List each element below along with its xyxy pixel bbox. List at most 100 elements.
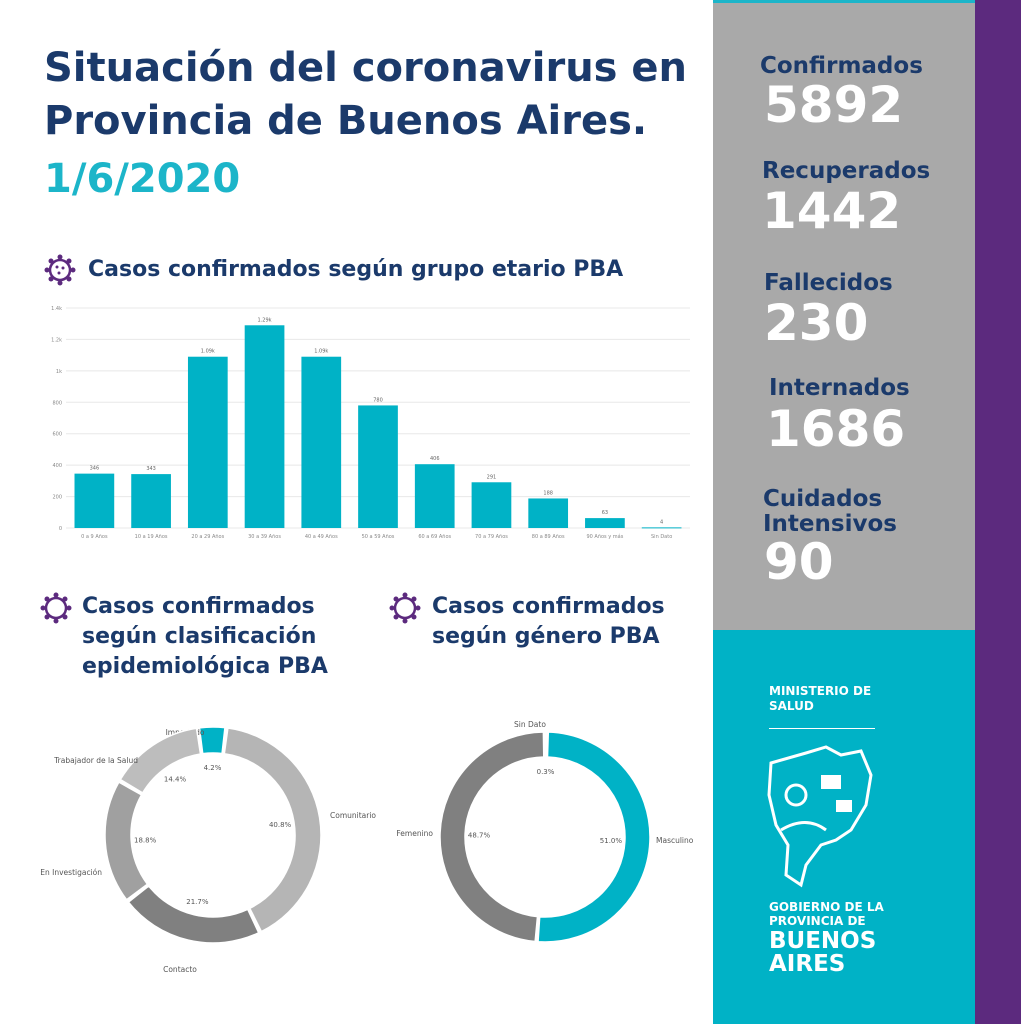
virus-icon: [40, 592, 72, 624]
bar-value-label: 346: [90, 466, 100, 472]
x-tick-label: 60 a 69 Años: [418, 534, 451, 540]
government-label: GOBIERNO DE LA PROVINCIA DE: [769, 900, 884, 928]
x-tick-label: 10 a 19 Años: [135, 534, 168, 540]
branding-panel: [713, 630, 975, 1024]
bar: [187, 356, 228, 528]
y-tick-label: 1.2k: [51, 337, 62, 343]
bar: [301, 356, 342, 528]
stats-panel: [713, 0, 975, 630]
title-line: epidemiológica PBA: [82, 654, 328, 679]
title-line: según clasificación: [82, 624, 317, 649]
stat-label: Recuperados: [762, 158, 931, 184]
donut-slice: [545, 731, 548, 758]
buenos-aires-label: BUENOS AIRES: [769, 930, 876, 976]
bar-value-label: 63: [602, 510, 608, 516]
ministry-label: MINISTERIO DE SALUD: [769, 684, 871, 714]
stat-label: Cuidados Intensivos: [763, 486, 897, 537]
x-tick-label: 70 a 79 Años: [475, 534, 508, 540]
slice-percent-label: 18.8%: [134, 836, 157, 844]
y-tick-label: 1.4k: [51, 306, 62, 312]
stat-value: 90: [764, 533, 834, 591]
province-map-logo: [767, 745, 873, 888]
slice-percent-label: 21.7%: [186, 898, 209, 906]
bar-value-label: 343: [146, 466, 156, 472]
divider: [769, 728, 875, 729]
slice-name-label: En Investigación: [40, 868, 102, 877]
x-tick-label: Sin Dato: [651, 534, 672, 540]
title-line: Provincia de Buenos Aires.: [44, 98, 648, 144]
title-line: según género PBA: [432, 624, 660, 649]
bar: [358, 405, 398, 528]
donut-slice: [198, 726, 226, 755]
epi-donut-chart: 4.2%Importado40.8%Comunitario21.7%Contac…: [40, 726, 376, 974]
y-tick-label: 800: [52, 400, 62, 406]
age-bar-chart: 0 200 400 600 800 1k 1.2k 1.4k 346 0 a 9 Años 343 1…: [51, 306, 690, 540]
bar-value-label: 406: [430, 456, 440, 462]
slice-percent-label: 14.4%: [164, 776, 187, 784]
bar: [585, 518, 625, 528]
report-date: 1/6/2020: [44, 156, 241, 202]
stat-label: Fallecidos: [764, 270, 893, 296]
bar-value-label: 1.09k: [201, 349, 215, 355]
purple-stripe: [975, 0, 1021, 1024]
bar-value-label: 188: [543, 490, 553, 496]
slice-name-label: Femenino: [396, 829, 433, 838]
age-chart-title: Casos confirmados según grupo etario PBA: [88, 257, 624, 282]
stat-label: Internados: [769, 375, 910, 401]
x-tick-label: 90 Años y más: [586, 533, 623, 540]
slice-name-label: Trabajador de la Salud: [53, 756, 138, 765]
y-tick-label: 600: [52, 432, 62, 438]
donut-slice: [104, 781, 149, 901]
slice-percent-label: 0.3%: [537, 768, 555, 776]
x-tick-label: 40 a 49 Años: [305, 534, 338, 540]
y-tick-label: 1k: [56, 369, 62, 375]
virus-icon: [389, 592, 421, 624]
slice-name-label: Comunitario: [330, 811, 376, 820]
text-line: MINISTERIO DE: [769, 684, 872, 698]
x-tick-label: 50 a 59 Años: [362, 534, 395, 540]
slice-name-label: Contacto: [163, 965, 197, 974]
bar: [528, 498, 569, 528]
bar-value-label: 4: [660, 519, 663, 525]
text-line: GOBIERNO DE LA: [769, 900, 884, 914]
title-line: Casos confirmados: [82, 594, 315, 619]
y-tick-label: 400: [52, 463, 62, 469]
slice-name-label: Masculino: [656, 836, 694, 845]
epi-chart-title: Casos confirmados según clasificación epid…: [82, 592, 328, 682]
gender-donut-chart: 51.0% Masculino 48.7% Femenino 0.3% Sin Dato: [396, 720, 694, 943]
bar-value-label: 780: [373, 397, 383, 403]
stat-value: 230: [764, 294, 869, 352]
slice-percent-label: 40.8%: [269, 821, 292, 829]
x-tick-label: 0 a 9 Años: [81, 534, 108, 540]
slice-percent-label: 4.2%: [204, 764, 222, 772]
donut-slice: [119, 727, 202, 794]
y-tick-label: 200: [52, 495, 62, 501]
title-line: Situación del coronavirus en: [44, 45, 688, 91]
bar: [471, 482, 512, 528]
donut-slice: [439, 731, 545, 943]
slice-name-label: Sin Dato: [514, 720, 546, 729]
virus-icon: [44, 254, 76, 286]
bar-value-label: 1.09k: [314, 349, 328, 355]
page-title: Situación del coronavirus en Provincia de…: [44, 42, 687, 148]
y-tick-label: 0: [59, 526, 62, 532]
text-line: AIRES: [769, 951, 846, 977]
stat-value: 1686: [766, 400, 906, 458]
x-tick-label: 30 a 39 Años: [248, 534, 281, 540]
bar-value-label: 291: [487, 474, 497, 480]
gender-chart-title: Casos confirmados según género PBA: [432, 592, 665, 652]
slice-percent-label: 48.7%: [468, 831, 491, 839]
bar: [414, 464, 455, 528]
text-line: PROVINCIA DE: [769, 914, 866, 928]
text-line: SALUD: [769, 699, 814, 713]
bar-value-label: 1.29k: [258, 317, 272, 323]
donut-slice: [537, 731, 651, 943]
x-tick-label: 80 a 89 Años: [532, 534, 565, 540]
stat-value: 5892: [764, 76, 904, 134]
stat-label: Confirmados: [760, 53, 923, 79]
title-line: Casos confirmados: [432, 594, 665, 619]
slice-percent-label: 51.0%: [600, 837, 623, 845]
bar: [131, 474, 171, 528]
bar: [244, 325, 285, 528]
stat-value: 1442: [762, 182, 902, 240]
